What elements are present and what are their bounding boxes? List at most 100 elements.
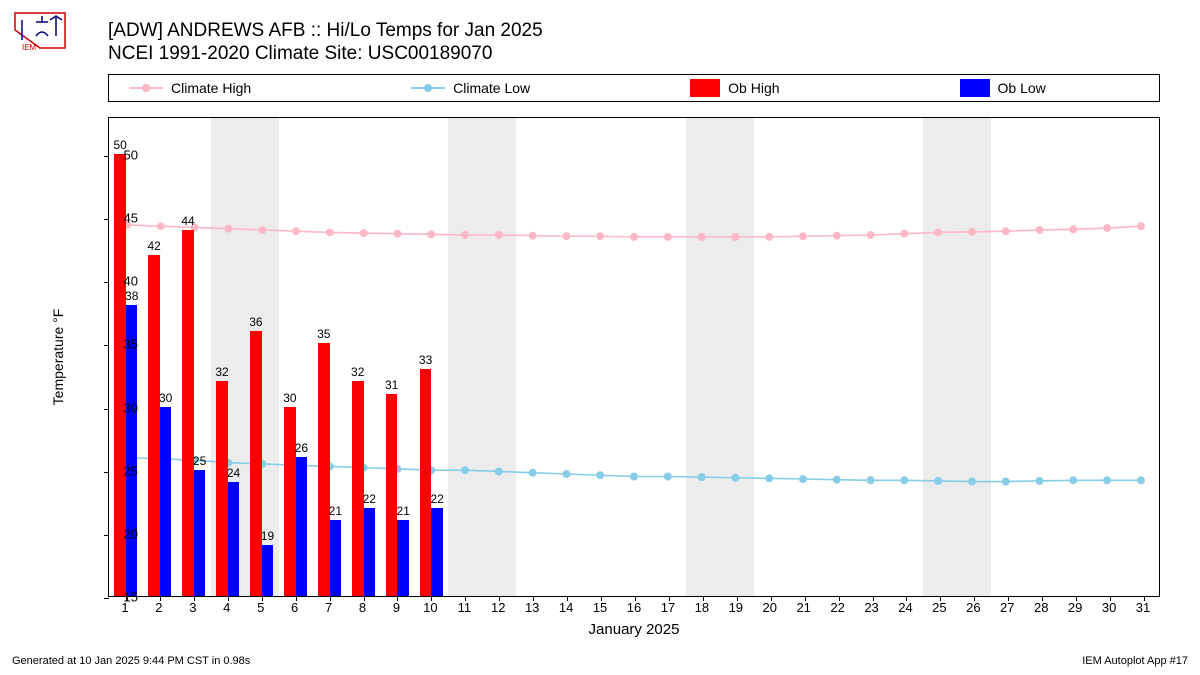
x-tick-label: 26: [966, 600, 980, 615]
ob-high-bar: [182, 230, 194, 596]
plot-area: 5042443236303532313338302524192621222122: [108, 117, 1160, 597]
bar-value-label: 33: [419, 353, 432, 367]
weekend-band: [923, 118, 991, 596]
climate-marker: [326, 228, 334, 236]
bar-value-label: 38: [125, 289, 138, 303]
bar-value-label: 30: [159, 391, 172, 405]
climate-marker: [596, 232, 604, 240]
x-tick-label: 17: [661, 600, 675, 615]
x-tick-label: 12: [491, 600, 505, 615]
line-swatch: [411, 87, 445, 89]
climate-marker: [1002, 227, 1010, 235]
legend-label: Ob Low: [998, 80, 1046, 96]
ob-low-bar: [160, 407, 172, 596]
legend: Climate High Climate Low Ob High Ob Low: [108, 74, 1160, 102]
climate-marker: [393, 230, 401, 238]
legend-label: Ob High: [728, 80, 779, 96]
ob-low-bar: [397, 520, 409, 596]
legend-label: Climate Low: [453, 80, 530, 96]
climate-marker: [529, 469, 537, 477]
weekend-band: [686, 118, 754, 596]
climate-marker: [596, 471, 604, 479]
ob-low-bar: [262, 545, 274, 596]
legend-ob-low: Ob Low: [960, 79, 1046, 97]
climate-marker: [562, 470, 570, 478]
x-tick-label: 8: [359, 600, 366, 615]
climate-marker: [529, 232, 537, 240]
ob-high-bar: [148, 255, 160, 596]
climate-marker: [1137, 222, 1145, 230]
weekend-band: [448, 118, 516, 596]
x-tick-label: 14: [559, 600, 573, 615]
climate-marker: [1137, 476, 1145, 484]
svg-text:IEM: IEM: [22, 43, 37, 52]
climate-marker: [292, 227, 300, 235]
box-swatch: [690, 79, 720, 97]
climate-marker: [799, 232, 807, 240]
x-tick-label: 16: [627, 600, 641, 615]
bar-value-label: 30: [283, 391, 296, 405]
bar-value-label: 44: [181, 214, 194, 228]
x-tick-label: 22: [830, 600, 844, 615]
chart-title: [ADW] ANDREWS AFB :: Hi/Lo Temps for Jan…: [108, 20, 543, 66]
x-tick-label: 23: [864, 600, 878, 615]
x-tick-label: 27: [1000, 600, 1014, 615]
climate-marker: [1069, 476, 1077, 484]
climate-marker: [900, 230, 908, 238]
line-swatch: [129, 87, 163, 89]
x-tick-label: 21: [796, 600, 810, 615]
climate-marker: [157, 222, 165, 230]
x-tick-label: 24: [898, 600, 912, 615]
x-tick-label: 9: [393, 600, 400, 615]
x-tick-label: 30: [1102, 600, 1116, 615]
legend-ob-high: Ob High: [690, 79, 779, 97]
x-tick-label: 11: [458, 600, 472, 615]
box-swatch: [960, 79, 990, 97]
x-tick-label: 6: [291, 600, 298, 615]
x-tick-label: 7: [325, 600, 332, 615]
climate-marker: [867, 231, 875, 239]
climate-marker: [1002, 478, 1010, 486]
ob-high-bar: [216, 381, 228, 596]
bar-value-label: 19: [261, 529, 274, 543]
ob-high-bar: [352, 381, 364, 596]
title-line-1: [ADW] ANDREWS AFB :: Hi/Lo Temps for Jan…: [108, 20, 543, 43]
legend-label: Climate High: [171, 80, 251, 96]
x-tick-label: 2: [155, 600, 162, 615]
x-tick-label: 15: [593, 600, 607, 615]
y-tick-label: 50: [108, 147, 138, 162]
y-tick-label: 20: [108, 526, 138, 541]
legend-climate-low: Climate Low: [411, 80, 530, 96]
ob-high-bar: [420, 369, 432, 596]
climate-marker: [1103, 224, 1111, 232]
climate-marker: [630, 233, 638, 241]
footer-generated: Generated at 10 Jan 2025 9:44 PM CST in …: [12, 655, 250, 667]
climate-marker: [1103, 476, 1111, 484]
bar-value-label: 22: [430, 492, 443, 506]
climate-marker: [1036, 477, 1044, 485]
climate-marker: [1069, 225, 1077, 233]
bar-value-label: 42: [147, 239, 160, 253]
x-axis-label: January 2025: [108, 621, 1160, 638]
climate-marker: [360, 229, 368, 237]
bar-value-label: 35: [317, 327, 330, 341]
x-tick-label: 18: [695, 600, 709, 615]
x-tick-label: 19: [729, 600, 743, 615]
ob-low-bar: [228, 482, 240, 596]
y-tick-label: 25: [108, 463, 138, 478]
climate-marker: [562, 232, 570, 240]
ob-high-bar: [386, 394, 398, 596]
y-tick-label: 35: [108, 337, 138, 352]
bar-value-label: 21: [329, 504, 342, 518]
footer-appid: IEM Autoplot App #17: [1082, 655, 1188, 667]
legend-climate-high: Climate High: [129, 80, 251, 96]
bar-value-label: 32: [351, 365, 364, 379]
bar-value-label: 25: [193, 454, 206, 468]
bar-value-label: 24: [227, 466, 240, 480]
climate-marker: [833, 232, 841, 240]
title-line-2: NCEI 1991-2020 Climate Site: USC00189070: [108, 43, 543, 66]
x-tick-label: 25: [932, 600, 946, 615]
climate-marker: [765, 233, 773, 241]
x-tick-label: 10: [423, 600, 437, 615]
bar-value-label: 31: [385, 378, 398, 392]
